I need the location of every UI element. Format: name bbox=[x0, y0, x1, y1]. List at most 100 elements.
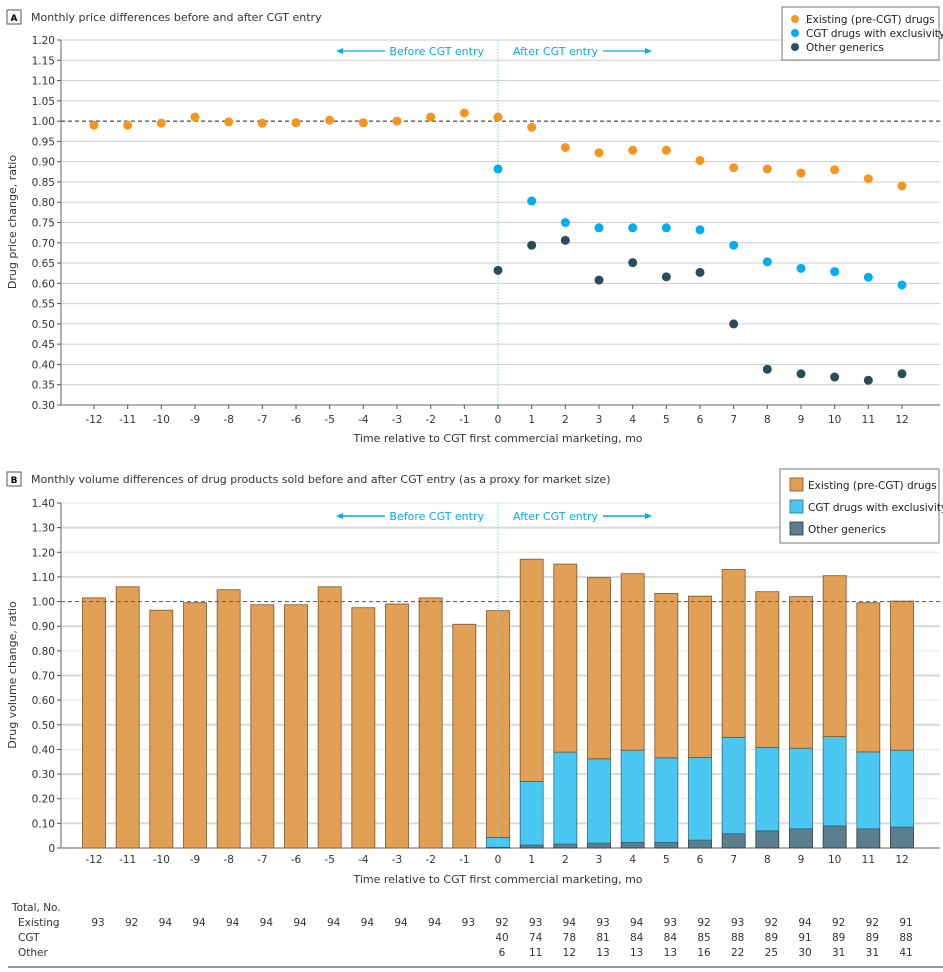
bar-existing bbox=[721, 569, 746, 738]
bar-other bbox=[822, 825, 847, 849]
totals-cell: 40 bbox=[495, 932, 508, 944]
y-tick-label: 0.30 bbox=[32, 400, 55, 412]
data-point-cgt bbox=[493, 164, 503, 174]
bar-existing bbox=[890, 600, 914, 751]
panel-a-annotations: Before CGT entry After CGT entry bbox=[336, 45, 652, 58]
y-tick-label: 0.45 bbox=[32, 339, 55, 351]
y-tick-label: 1.05 bbox=[32, 96, 55, 108]
arrow-left-icon bbox=[336, 513, 343, 519]
totals-cell: 16 bbox=[697, 947, 711, 959]
totals-cell: 88 bbox=[899, 932, 912, 944]
y-tick-label: 0.70 bbox=[32, 238, 55, 250]
data-point-existing bbox=[594, 148, 604, 158]
y-tick-label: 0.40 bbox=[32, 744, 55, 756]
panel-a-legend: Existing (pre-CGT) drugs CGT drugs with e… bbox=[781, 6, 943, 61]
data-point-cgt bbox=[762, 257, 772, 267]
x-tick-label: -12 bbox=[85, 854, 102, 866]
totals-cell: 41 bbox=[899, 947, 912, 959]
bar-cgt bbox=[620, 749, 645, 843]
y-tick-label: 0.95 bbox=[32, 136, 55, 148]
legend-marker bbox=[791, 15, 799, 23]
after-label: After CGT entry bbox=[513, 510, 599, 523]
after-label: After CGT entry bbox=[513, 45, 599, 58]
legend-label: Existing (pre-CGT) drugs bbox=[808, 480, 937, 492]
data-point-existing bbox=[190, 112, 200, 122]
data-point-other bbox=[695, 267, 705, 277]
totals-cell: 91 bbox=[798, 932, 811, 944]
bar-other bbox=[519, 844, 544, 849]
totals-cell: 92 bbox=[832, 917, 845, 929]
bar-existing bbox=[317, 586, 342, 849]
x-tick-label: -1 bbox=[459, 414, 469, 426]
totals-cell: 89 bbox=[866, 932, 879, 944]
data-point-cgt bbox=[897, 280, 907, 290]
panel-b-annotations: Before CGT entry After CGT entry bbox=[336, 510, 652, 523]
y-tick-label: 0.80 bbox=[32, 646, 55, 658]
y-tick-label: 0.50 bbox=[32, 319, 55, 331]
y-tick-label: 0.60 bbox=[32, 278, 55, 290]
x-tick-label: -10 bbox=[153, 854, 170, 866]
legend-marker bbox=[791, 29, 799, 37]
arrow-right-icon bbox=[645, 48, 652, 54]
totals-cell: 93 bbox=[664, 917, 677, 929]
totals-cell: 11 bbox=[529, 947, 542, 959]
data-point-cgt bbox=[594, 223, 604, 233]
y-tick-label: 1.10 bbox=[32, 572, 55, 584]
legend-label: CGT drugs with exclusivity bbox=[808, 502, 943, 514]
totals-cell: 94 bbox=[192, 917, 206, 929]
x-tick-label: -5 bbox=[324, 854, 334, 866]
x-tick-label: 10 bbox=[828, 414, 841, 426]
panel-b-reference bbox=[61, 503, 940, 848]
x-tick-label: 8 bbox=[764, 414, 771, 426]
legend-swatch bbox=[789, 499, 804, 514]
totals-cell: 6 bbox=[499, 947, 506, 959]
totals-cell: 78 bbox=[563, 932, 576, 944]
bar-cgt bbox=[688, 757, 712, 841]
totals-cell: 92 bbox=[125, 917, 138, 929]
x-tick-label: 9 bbox=[798, 854, 805, 866]
x-tick-label: -8 bbox=[223, 414, 233, 426]
data-point-existing bbox=[729, 163, 739, 173]
data-point-existing bbox=[325, 115, 335, 125]
x-tick-label: 6 bbox=[697, 854, 704, 866]
data-point-existing bbox=[830, 165, 840, 175]
y-tick-label: 1.20 bbox=[32, 547, 55, 559]
totals-cell: 92 bbox=[697, 917, 710, 929]
panel-b-y-ticks: 0 0.10 0.20 0.30 0.40 0.50 0.60 0.70 0.80 0.90 1.0… bbox=[32, 498, 61, 855]
y-tick-label: 0.55 bbox=[32, 299, 55, 311]
bar-existing bbox=[115, 586, 140, 849]
y-tick-label: 0.65 bbox=[32, 258, 55, 270]
totals-cell: 22 bbox=[731, 947, 744, 959]
bar-other bbox=[890, 826, 914, 849]
x-tick-label: 4 bbox=[629, 854, 636, 866]
bar-other bbox=[620, 841, 645, 849]
totals-cell: 12 bbox=[563, 947, 576, 959]
legend-label: Other generics bbox=[808, 524, 886, 536]
data-point-existing bbox=[459, 108, 469, 118]
panel-a-y-label: Drug price change, ratio bbox=[6, 155, 19, 289]
y-tick-label: 0.90 bbox=[32, 621, 55, 633]
data-point-existing bbox=[358, 118, 368, 128]
totals-row-label: Other bbox=[18, 947, 48, 959]
data-point-existing bbox=[291, 118, 301, 128]
x-tick-label: -5 bbox=[324, 414, 334, 426]
data-point-other bbox=[493, 265, 503, 275]
panel-a-badge-box bbox=[6, 9, 22, 25]
panel-b-title: Monthly volume differences of drug produ… bbox=[31, 473, 610, 486]
totals-cell: 30 bbox=[798, 947, 811, 959]
y-tick-label: 0.40 bbox=[32, 359, 55, 371]
x-tick-label: -11 bbox=[119, 854, 136, 866]
y-tick-label: 0 bbox=[48, 843, 55, 855]
totals-cell: 31 bbox=[832, 947, 845, 959]
data-point-other bbox=[527, 240, 537, 250]
x-tick-label: 2 bbox=[562, 414, 569, 426]
x-tick-label: 4 bbox=[629, 414, 636, 426]
totals-cell: 94 bbox=[159, 917, 173, 929]
bar-existing bbox=[519, 558, 544, 782]
panel-b-x-label: Time relative to CGT first commercial ma… bbox=[352, 873, 642, 886]
panel-a-points bbox=[89, 108, 907, 385]
totals-cell: 94 bbox=[630, 917, 644, 929]
bar-other bbox=[654, 841, 679, 849]
totals-cell: 13 bbox=[664, 947, 677, 959]
